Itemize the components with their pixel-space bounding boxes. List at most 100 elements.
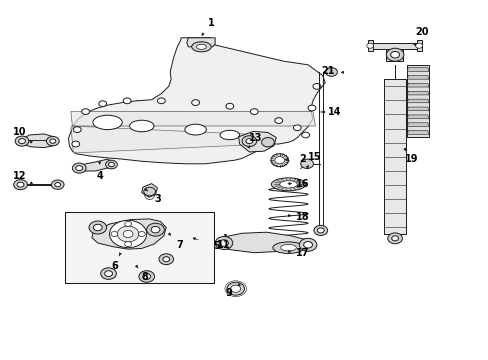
Ellipse shape <box>274 118 282 123</box>
Ellipse shape <box>93 224 102 231</box>
Polygon shape <box>142 184 157 197</box>
Polygon shape <box>68 38 325 164</box>
Ellipse shape <box>93 115 122 130</box>
Text: 17: 17 <box>295 248 309 258</box>
Text: 20: 20 <box>415 27 428 37</box>
Polygon shape <box>386 49 403 61</box>
Polygon shape <box>407 99 428 103</box>
Ellipse shape <box>280 244 296 251</box>
Ellipse shape <box>274 157 284 164</box>
Polygon shape <box>220 232 311 253</box>
Polygon shape <box>71 126 266 153</box>
Ellipse shape <box>191 100 199 105</box>
Polygon shape <box>407 65 428 137</box>
Text: 11: 11 <box>216 240 230 250</box>
Ellipse shape <box>272 242 304 253</box>
Polygon shape <box>416 40 421 51</box>
Ellipse shape <box>72 163 86 173</box>
Text: 2: 2 <box>299 154 305 165</box>
Ellipse shape <box>220 130 239 140</box>
Ellipse shape <box>143 187 155 196</box>
Text: 6: 6 <box>111 261 118 271</box>
Ellipse shape <box>386 48 403 61</box>
Ellipse shape <box>55 183 61 187</box>
Ellipse shape <box>123 230 133 238</box>
Text: 4: 4 <box>97 171 103 181</box>
Ellipse shape <box>50 139 56 143</box>
Polygon shape <box>186 38 215 47</box>
Polygon shape <box>407 91 428 95</box>
Ellipse shape <box>123 98 131 104</box>
Polygon shape <box>367 40 372 51</box>
Ellipse shape <box>157 98 165 104</box>
Ellipse shape <box>307 105 315 111</box>
Ellipse shape <box>139 271 154 282</box>
Ellipse shape <box>230 285 240 292</box>
Ellipse shape <box>101 268 116 279</box>
Ellipse shape <box>81 109 89 114</box>
Ellipse shape <box>109 220 146 248</box>
Bar <box>64 212 213 283</box>
Ellipse shape <box>219 240 228 246</box>
Ellipse shape <box>146 223 164 236</box>
Text: 21: 21 <box>320 66 334 76</box>
Ellipse shape <box>124 242 131 247</box>
Ellipse shape <box>250 109 258 114</box>
Ellipse shape <box>17 182 24 187</box>
Text: 8: 8 <box>142 272 148 282</box>
Text: 10: 10 <box>13 127 26 138</box>
Ellipse shape <box>104 271 112 276</box>
Ellipse shape <box>390 51 399 58</box>
Ellipse shape <box>270 154 288 167</box>
Ellipse shape <box>15 136 29 146</box>
Ellipse shape <box>76 166 82 171</box>
Ellipse shape <box>415 43 422 48</box>
Polygon shape <box>407 84 428 87</box>
Ellipse shape <box>72 141 80 147</box>
Ellipse shape <box>299 238 316 251</box>
Ellipse shape <box>151 226 160 233</box>
Ellipse shape <box>191 42 211 52</box>
Ellipse shape <box>163 257 169 262</box>
Ellipse shape <box>300 159 313 168</box>
Polygon shape <box>92 219 166 249</box>
Ellipse shape <box>196 44 206 49</box>
Ellipse shape <box>159 254 173 265</box>
Text: 18: 18 <box>295 212 309 222</box>
Text: 9: 9 <box>225 288 232 298</box>
Ellipse shape <box>111 231 118 237</box>
Ellipse shape <box>89 221 106 234</box>
Ellipse shape <box>51 180 64 189</box>
Polygon shape <box>74 159 115 171</box>
Ellipse shape <box>124 221 131 226</box>
Ellipse shape <box>215 237 232 249</box>
Ellipse shape <box>225 103 233 109</box>
Ellipse shape <box>73 127 81 132</box>
Ellipse shape <box>108 162 114 167</box>
Ellipse shape <box>138 231 145 237</box>
Ellipse shape <box>117 226 139 242</box>
Ellipse shape <box>19 139 25 144</box>
Polygon shape <box>71 112 315 126</box>
Ellipse shape <box>226 282 244 295</box>
Text: 14: 14 <box>327 107 341 117</box>
Ellipse shape <box>261 138 274 147</box>
Text: 16: 16 <box>295 179 309 189</box>
Text: 19: 19 <box>404 154 418 164</box>
Ellipse shape <box>312 84 320 89</box>
Ellipse shape <box>293 125 301 131</box>
Ellipse shape <box>129 120 154 132</box>
Text: 5: 5 <box>213 241 220 251</box>
Ellipse shape <box>242 136 256 147</box>
Ellipse shape <box>325 68 337 76</box>
Text: 15: 15 <box>307 152 321 162</box>
Polygon shape <box>19 134 56 148</box>
Polygon shape <box>238 131 276 152</box>
Ellipse shape <box>105 160 117 169</box>
Ellipse shape <box>99 101 106 107</box>
Ellipse shape <box>301 132 309 138</box>
Ellipse shape <box>303 242 312 248</box>
Ellipse shape <box>184 124 206 135</box>
Polygon shape <box>407 131 428 134</box>
Text: 3: 3 <box>154 194 161 204</box>
